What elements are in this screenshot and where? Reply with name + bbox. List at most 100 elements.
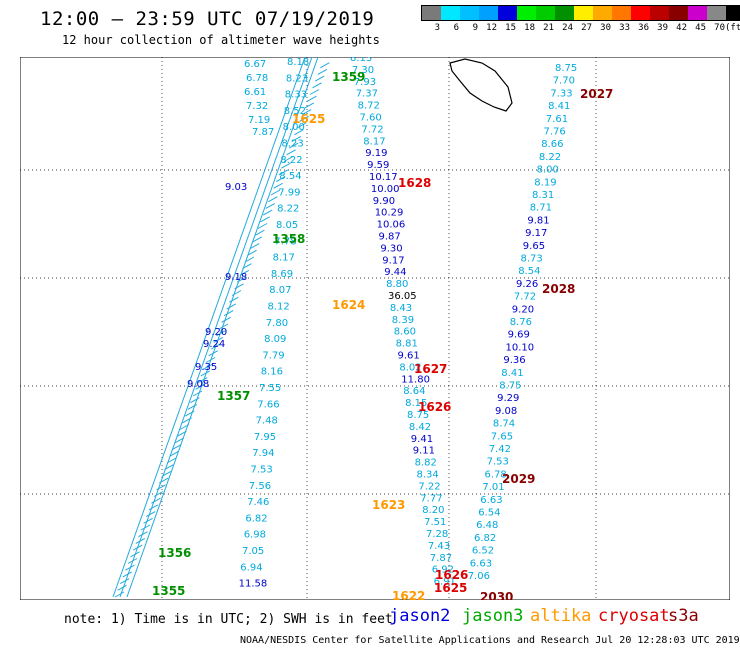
swh-value: 9.20	[512, 304, 534, 315]
swh-value: 8.09	[264, 334, 286, 345]
legend-swatch	[479, 6, 498, 20]
track-tick	[255, 229, 265, 236]
swh-value: 7.22	[418, 481, 440, 492]
track-tick	[278, 169, 289, 176]
time-labels: 1359 1358 1357 1356 1355 1625 1624 1623 1622 1628…	[152, 70, 613, 600]
swh-value: 9.81	[527, 215, 549, 226]
swh-value: 9.26	[516, 279, 538, 290]
track-tick	[114, 591, 125, 598]
swh-value: 7.46	[247, 497, 269, 508]
swh-value: 7.93	[354, 77, 376, 88]
swh-value: 7.42	[489, 444, 511, 455]
time-label-altika: 1625	[292, 112, 325, 126]
map-title: 12:00 – 23:59 UTC 07/19/2019	[40, 8, 375, 30]
legend-label: (ft)	[725, 23, 740, 33]
swh-value: 7.87	[252, 127, 274, 138]
legend-color-bar	[421, 5, 740, 21]
swh-value: 8.80	[386, 279, 408, 290]
track-tick	[299, 115, 309, 122]
legend-label: 9	[472, 23, 478, 33]
legend-swatch	[536, 6, 555, 20]
time-label-jason2: 1625	[434, 581, 467, 595]
swh-value: 8.82	[415, 458, 437, 469]
swh-value: 9.18	[225, 272, 247, 283]
track-tick	[296, 122, 307, 129]
time-label-jason3: 1358	[272, 232, 305, 246]
track-tick	[174, 437, 185, 444]
track-tick	[265, 202, 276, 209]
swh-value: 6.82	[245, 513, 267, 524]
swh-value: 9.65	[523, 241, 545, 252]
swh-value: 9.87	[379, 232, 401, 243]
time-label-altika: 1623	[372, 498, 405, 512]
swh-value: 10.06	[377, 220, 406, 231]
legend-swatch	[726, 6, 740, 20]
swh-value: 8.22	[280, 155, 302, 166]
legend-label: 45	[695, 23, 706, 33]
legend-swatch	[593, 6, 612, 20]
track-tick	[260, 216, 270, 223]
time-label-s3a: 2029	[502, 472, 535, 486]
legend-label: 39	[657, 23, 668, 33]
sat-legend-s3a: s3a	[668, 606, 699, 626]
legend-label: 33	[619, 23, 630, 33]
swh-value: 7.37	[356, 89, 378, 100]
swh-value: 8.12	[268, 302, 290, 313]
swh-value: 8.72	[358, 101, 380, 112]
swh-value: 8.15	[405, 398, 427, 409]
units-note: note: 1) Time is in UTC; 2) SWH is in fe…	[64, 612, 393, 627]
swh-value: 7.65	[491, 431, 513, 442]
legend-swatch	[422, 6, 441, 20]
swh-value: 8.41	[548, 101, 570, 112]
time-label-jason3: 1356	[158, 546, 191, 560]
swh-value: 9.59	[367, 160, 389, 171]
swh-value: 8.54	[279, 171, 301, 182]
sat-legend-jason2: jason2	[389, 606, 451, 626]
swh-value: 8.13	[350, 57, 372, 64]
satellite-tracks: 8.18 8.23 8.33 8.52 8.00 8.23 8.22 8.54 7.99 8.22…	[112, 57, 577, 598]
swh-value: 6.92	[432, 565, 454, 576]
hawaii-island-outline	[449, 58, 513, 112]
swh-value: 7.70	[553, 76, 575, 87]
track-tick	[307, 95, 317, 102]
legend-swatch	[688, 6, 707, 20]
swh-value: 7.72	[361, 124, 383, 135]
swh-value: 9.41	[411, 434, 433, 445]
swh-value: 9.61	[398, 351, 420, 362]
swh-value: 8.41	[501, 368, 523, 379]
swh-value: 8.17	[363, 136, 385, 147]
legend-swatch	[707, 6, 726, 20]
swh-value: 8.69	[271, 269, 293, 280]
track-tick	[270, 189, 281, 196]
swh-value: 8.00	[537, 165, 559, 176]
legend-label: 15	[505, 23, 516, 33]
time-label-s3a: 2027	[580, 87, 613, 101]
track-tick	[187, 403, 198, 410]
swh-value: 8.76	[510, 317, 532, 328]
swh-value: 8.60	[394, 327, 416, 338]
swh-value: 6.98	[244, 530, 266, 541]
swh-value: 7.33	[550, 88, 572, 99]
swh-value: 8.71	[530, 203, 552, 214]
track-tick	[314, 75, 325, 82]
legend-swatch	[517, 6, 536, 20]
swh-value: 7.66	[257, 399, 279, 410]
track-tick	[283, 156, 294, 162]
swh-value: 7.76	[544, 127, 566, 138]
swh-value: 9.19	[365, 148, 387, 159]
swh-value: 9.17	[382, 255, 404, 266]
swh-value: 7.77	[420, 493, 442, 504]
track-tick	[275, 176, 286, 183]
swh-value: 8.75	[499, 381, 521, 392]
track-tick	[317, 68, 328, 75]
track-tick	[257, 223, 268, 229]
swh-value: 8.75	[407, 410, 429, 421]
sat-legend-jason3: jason3	[462, 606, 524, 626]
legend-label: 3	[434, 23, 440, 33]
swh-value: 9.44	[384, 267, 406, 278]
legend-swatch	[555, 6, 574, 20]
track-tick	[229, 296, 239, 303]
track-line	[112, 57, 306, 598]
track-tick	[301, 109, 312, 116]
